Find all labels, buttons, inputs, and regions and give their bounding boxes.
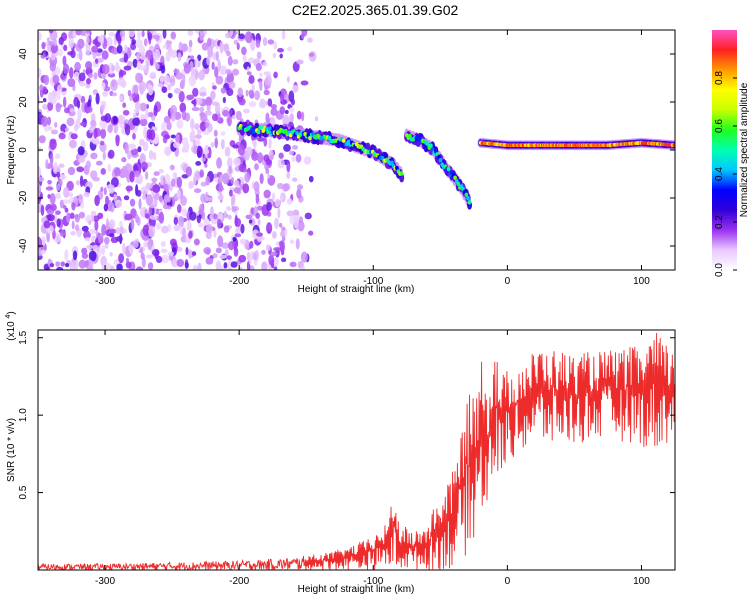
x-tick-label: 100 (633, 576, 650, 587)
noise-field (38, 30, 319, 270)
colorbar-tick-label: 0.2 (714, 215, 725, 229)
x-tick-label: -300 (95, 576, 115, 587)
signal-traces (236, 121, 675, 210)
y-tick-label: 40 (18, 48, 29, 60)
x-tick-label: -100 (363, 576, 383, 587)
snr-panel: -300 -200 -100 0 100 0.5 1.0 1.5 Height of str… (5, 311, 676, 595)
snr-y-axis: 0.5 1.0 1.5 (18, 330, 675, 500)
y-tick-label: -20 (18, 190, 29, 205)
snr-y-multiplier: (x10 4) (5, 311, 17, 340)
signal-trace-branch (403, 128, 473, 210)
y-tick-label: -40 (18, 238, 29, 253)
colorbar: 0.0 0.2 0.4 0.6 0.8 Normalized spectral ampl… (712, 30, 750, 277)
colorbar-strip (712, 30, 737, 270)
snr-line (38, 332, 675, 570)
colorbar-tick-label: 0.0 (714, 263, 725, 277)
spectrogram-x-axis: -300 -200 -100 0 100 (95, 30, 650, 287)
snr-y-label: SNR (10 * v/v) (6, 418, 17, 482)
x-tick-label: -300 (95, 276, 115, 287)
x-tick-label: -100 (363, 276, 383, 287)
spectrogram-y-label: Frequency (Hz) (6, 116, 17, 185)
snr-series (38, 332, 675, 570)
signal-tone (477, 137, 675, 151)
signal-trace-main (236, 121, 405, 183)
colorbar-tick-label: 0.8 (714, 71, 725, 85)
colorbar-label: Normalized spectral amplitude (739, 82, 750, 217)
colorbar-tick-label: 0.6 (714, 119, 725, 133)
snr-x-label: Height of straight line (km) (298, 584, 415, 595)
snr-frame (38, 330, 675, 570)
y-tick-label: 1.5 (18, 330, 29, 344)
chart-title: C2E2.2025.365.01.39.G02 (291, 2, 459, 18)
x-tick-label: 0 (505, 576, 511, 587)
y-tick-label: 1.0 (18, 408, 29, 422)
x-tick-label: -200 (229, 576, 249, 587)
snr-x-axis: -300 -200 -100 0 100 (95, 330, 650, 587)
colorbar-axis: 0.0 0.2 0.4 0.6 0.8 (714, 71, 737, 277)
colorbar-tick-label: 0.4 (714, 167, 725, 181)
x-tick-label: -200 (229, 276, 249, 287)
spectrogram-y-axis: -40 -20 0 20 40 (18, 48, 675, 253)
y-tick-label: 20 (18, 96, 29, 108)
x-tick-label: 100 (633, 276, 650, 287)
y-tick-label: 0 (18, 147, 29, 153)
y-tick-label: 0.5 (18, 485, 29, 499)
spectrogram-x-label: Height of straight line (km) (298, 284, 415, 295)
x-tick-label: 0 (505, 276, 511, 287)
